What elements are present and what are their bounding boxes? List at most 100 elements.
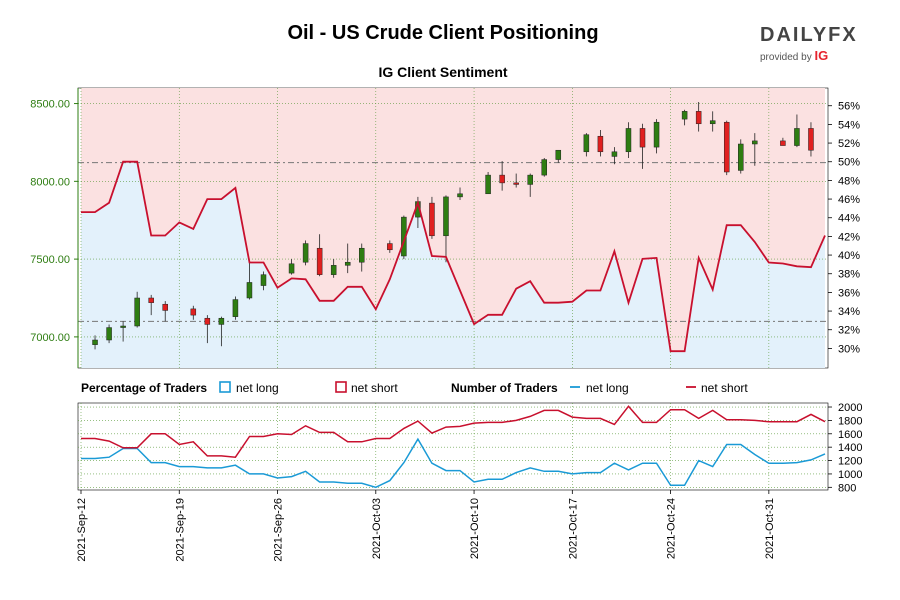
candle-body bbox=[429, 202, 435, 237]
candle bbox=[723, 120, 730, 176]
reference-lines bbox=[78, 162, 828, 322]
sentiment-tick-label: 30% bbox=[838, 343, 860, 355]
sentiment-tick-label: 32% bbox=[838, 325, 860, 337]
candle bbox=[344, 243, 351, 274]
candle-body bbox=[597, 135, 604, 153]
date-axis: 2021-Sep-12 2021-Sep-19 2021-Sep-26 2021-Oc… bbox=[76, 490, 776, 562]
date-tick-label: 2021-Sep-19 bbox=[174, 498, 186, 562]
brand-name: DAILYFX bbox=[760, 24, 858, 46]
chart-title: Oil - US Crude Client Positioning bbox=[287, 22, 599, 44]
candle bbox=[780, 137, 786, 146]
ig-logo: IG bbox=[814, 48, 829, 63]
traders-tick-label: 1400 bbox=[838, 442, 862, 454]
candle-body bbox=[555, 149, 562, 160]
candle bbox=[134, 291, 140, 328]
traders-tick-label: 1200 bbox=[838, 456, 862, 468]
candle-body bbox=[808, 128, 814, 151]
traders-tick-label: 1800 bbox=[838, 415, 862, 427]
candle bbox=[499, 161, 505, 191]
candle-body bbox=[499, 174, 505, 184]
dailyfx-logo: DAILYFX provided by IG bbox=[760, 24, 870, 63]
candle-body bbox=[443, 196, 449, 237]
candle-body bbox=[232, 299, 239, 317]
candle-body bbox=[639, 128, 646, 148]
traders-tick-label: 1600 bbox=[838, 429, 862, 441]
candle-body bbox=[723, 121, 730, 173]
candle-body bbox=[541, 159, 547, 176]
candle-body bbox=[583, 134, 590, 153]
candle bbox=[625, 122, 632, 158]
traders-tick-label: 2000 bbox=[838, 402, 862, 414]
candle bbox=[611, 147, 618, 165]
legend-num-title: Number of Traders bbox=[451, 381, 558, 395]
candle bbox=[120, 321, 126, 342]
candle bbox=[260, 271, 267, 291]
candle-body bbox=[302, 243, 309, 263]
sentiment-tick-label: 54% bbox=[838, 119, 860, 131]
brand-provided-by: provided by IG bbox=[760, 48, 870, 63]
candle bbox=[302, 240, 309, 266]
sentiment-tick-label: 42% bbox=[838, 231, 860, 243]
candle-body bbox=[330, 265, 337, 275]
price-grid bbox=[78, 88, 828, 368]
legend: Percentage of Traders net long net short… bbox=[81, 381, 748, 395]
candle-body bbox=[387, 243, 393, 251]
candle bbox=[555, 149, 562, 163]
candle bbox=[653, 119, 660, 154]
candle bbox=[288, 259, 295, 275]
candle bbox=[443, 195, 449, 263]
candle bbox=[218, 316, 225, 347]
sentiment-axis: 30% 32% 34% 36% 38% 40% 42% 44% 46% 48% 50% 52% 54% 5… bbox=[828, 101, 860, 355]
traders-tick-label: 800 bbox=[838, 482, 856, 494]
candle-body bbox=[611, 151, 618, 157]
date-tick-label: 2021-Oct-17 bbox=[567, 498, 579, 559]
num-short-line bbox=[81, 405, 826, 458]
candle bbox=[681, 109, 688, 126]
candle-body bbox=[260, 274, 267, 286]
candle-body bbox=[218, 317, 225, 325]
candle-body bbox=[695, 111, 702, 125]
candle-body bbox=[457, 193, 463, 198]
candle bbox=[597, 130, 604, 157]
candle bbox=[330, 259, 337, 278]
candle-body bbox=[134, 297, 140, 327]
traders-tick-label: 1000 bbox=[838, 469, 862, 481]
date-tick-label: 2021-Oct-03 bbox=[371, 498, 383, 559]
candle bbox=[738, 139, 744, 174]
sentiment-tick-label: 34% bbox=[838, 306, 860, 318]
candle-body bbox=[752, 140, 758, 145]
candle bbox=[246, 260, 253, 300]
candle bbox=[204, 315, 211, 344]
sentiment-tick-label: 36% bbox=[838, 287, 860, 299]
price-tick-label: 7500.00 bbox=[30, 254, 70, 266]
legend-pct-long-label: net long bbox=[236, 381, 279, 395]
candle-body bbox=[288, 263, 295, 274]
candle bbox=[513, 173, 519, 188]
candle bbox=[541, 158, 547, 177]
candle-body bbox=[527, 174, 533, 185]
date-tick-label: 2021-Oct-24 bbox=[666, 498, 678, 559]
candle bbox=[359, 243, 365, 272]
candle-body bbox=[625, 128, 632, 153]
price-tick-label: 8500.00 bbox=[30, 99, 70, 111]
candle bbox=[583, 133, 590, 157]
candle bbox=[457, 187, 463, 200]
brand-provided-text: provided by bbox=[760, 52, 812, 63]
price-panel: 7000.00 7500.00 8000.00 8500.00 30% 32% 34% 36… bbox=[30, 87, 860, 369]
date-tick-label: 2021-Sep-26 bbox=[273, 498, 285, 562]
legend-pct-title: Percentage of Traders bbox=[81, 381, 207, 395]
chart-subtitle: IG Client Sentiment bbox=[378, 64, 508, 80]
sentiment-tick-label: 48% bbox=[838, 175, 860, 187]
candle-body bbox=[653, 121, 660, 148]
candle bbox=[527, 173, 533, 197]
sentiment-tick-label: 50% bbox=[838, 157, 860, 169]
legend-pct-short-label: net short bbox=[351, 381, 398, 395]
date-tick-label: 2021-Oct-31 bbox=[764, 498, 776, 559]
candle-body bbox=[162, 303, 168, 311]
candle-body bbox=[120, 325, 126, 328]
price-axis: 7000.00 7500.00 8000.00 8500.00 bbox=[30, 88, 79, 368]
candle-body bbox=[190, 308, 197, 316]
